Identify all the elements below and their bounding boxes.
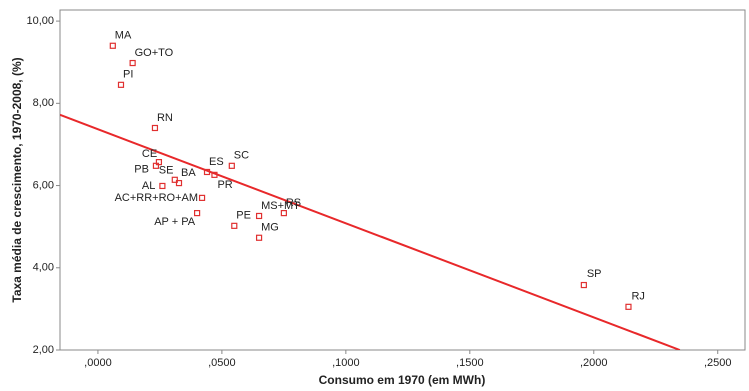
y-tick-label: 10,00 [26, 15, 54, 27]
x-tick-label: ,1000 [332, 357, 360, 369]
point-label: PI [123, 69, 133, 81]
point [280, 209, 287, 217]
y-tick-label: 8,00 [33, 97, 54, 109]
point [152, 162, 160, 169]
x-tick-label: ,0500 [208, 357, 236, 369]
point [255, 234, 263, 241]
point-label: RS [286, 197, 301, 209]
point-label: BA [181, 167, 196, 179]
point [151, 124, 159, 132]
point-label: GO+TO [135, 47, 174, 59]
point-label: MA [115, 30, 132, 42]
point-label: SP [587, 268, 602, 280]
point-label: AC+RR+RO+AM [115, 192, 198, 204]
point-label: RN [157, 112, 173, 124]
point [193, 209, 201, 217]
x-tick-label: ,1500 [456, 357, 484, 369]
point [580, 281, 587, 289]
trend-group [60, 113, 681, 350]
point [129, 59, 136, 67]
trend-line [60, 113, 681, 350]
x-tick-label: ,0000 [84, 357, 112, 369]
point-label: MG [261, 222, 279, 234]
point [198, 194, 206, 201]
y-tick-label: 4,00 [33, 262, 54, 274]
point-label: AP + PA [154, 216, 196, 228]
point [625, 303, 632, 310]
x-axis-title: Consumo em 1970 (em MWh) [319, 373, 486, 387]
point-label: AL [142, 180, 155, 192]
point-label: ES [209, 156, 224, 168]
y-tick-label: 2,00 [33, 344, 54, 356]
point-label: CE [142, 148, 157, 160]
point [255, 212, 263, 220]
y-axis-title: Taxa média de crescimento, 1970-2008, (%… [10, 57, 24, 302]
point-label: PE [236, 210, 251, 222]
point [231, 222, 238, 229]
point-label: PB [134, 164, 149, 176]
point-label: SE [159, 165, 174, 177]
point [211, 171, 218, 178]
point [109, 42, 116, 49]
plot-area [59, 9, 746, 351]
x-tick-label: ,2500 [704, 357, 732, 369]
point-label: RJ [631, 291, 644, 303]
point-label: MS+MT [261, 200, 300, 212]
point [175, 179, 183, 187]
point-label: SC [234, 150, 249, 162]
point [228, 162, 235, 169]
point [171, 176, 178, 183]
x-tick-label: ,2000 [580, 357, 608, 369]
point [117, 81, 125, 88]
point [203, 168, 211, 176]
y-tick-label: 6,00 [33, 179, 54, 191]
point-label: PR [217, 179, 232, 191]
point [159, 182, 166, 190]
